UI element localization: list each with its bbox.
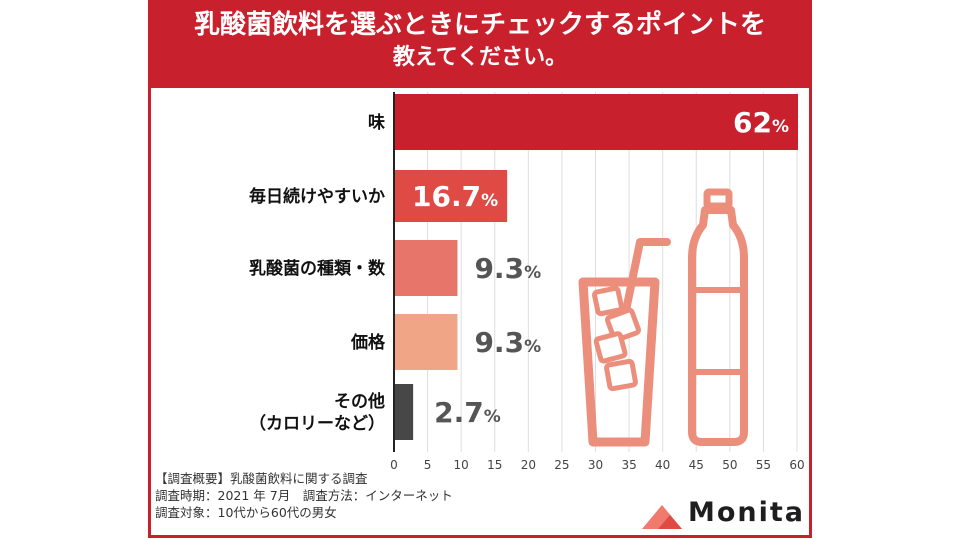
straw-icon	[618, 238, 671, 334]
category-label: 乳酸菌の種類・数	[249, 258, 386, 279]
chart-title-line1: 乳酸菌飲料を選ぶときにチェックするポイントを	[193, 10, 766, 40]
drink-illustration	[578, 188, 748, 447]
survey-summary: 【調査概要】乳酸菌飲料に関する調査 調査時期：2021 年 7月 調査方法：イン…	[155, 470, 453, 521]
x-tick-label: 45	[689, 458, 704, 472]
x-tick-label: 60	[789, 458, 804, 472]
survey-line-2: 調査時期：2021 年 7月 調査方法：インターネット	[155, 488, 453, 503]
x-tick-label: 10	[454, 458, 469, 472]
bottle-cap-icon	[703, 188, 733, 210]
x-tick-label: 0	[390, 458, 398, 472]
x-axis-ticks: 0 5 10 15 20 25 30 35 40 45 50 55 60	[390, 458, 804, 472]
survey-line-3: 調査対象：10代から60代の男女	[155, 505, 337, 520]
value-label: 9.3%	[474, 252, 541, 285]
category-label: （カロリーなど）	[249, 413, 385, 434]
category-label: その他	[334, 391, 385, 412]
chart-title-line2: 教えてください。	[392, 45, 568, 70]
bar	[395, 314, 458, 370]
value-label: 9.3%	[474, 326, 541, 359]
bar	[395, 240, 458, 296]
bar	[395, 94, 798, 150]
category-label: 味	[368, 112, 385, 133]
bar	[395, 170, 508, 222]
x-tick-label: 30	[588, 458, 603, 472]
x-tick-label: 15	[487, 458, 502, 472]
chart-frame	[148, 0, 812, 538]
brand-logo	[642, 505, 682, 529]
grid-lines	[393, 92, 798, 452]
x-tick-label: 5	[424, 458, 432, 472]
bottle-icon	[688, 206, 748, 446]
survey-line-1: 【調査概要】乳酸菌飲料に関する調査	[155, 471, 368, 486]
x-tick-label: 25	[554, 458, 569, 472]
ice-cube-icon	[593, 331, 628, 364]
x-tick-label: 50	[722, 458, 737, 472]
bar	[395, 384, 414, 440]
category-label: 価格	[350, 332, 386, 353]
x-tick-label: 35	[621, 458, 636, 472]
brand-name: Monita	[688, 497, 806, 528]
category-label: 毎日続けやすいか	[249, 186, 385, 207]
logo-mark-icon	[658, 515, 682, 529]
chart-title-banner: 乳酸菌飲料を選ぶときにチェックするポイントを 教えてください。	[148, 0, 812, 88]
ice-cube-icon	[604, 358, 638, 392]
x-tick-label: 20	[521, 458, 536, 472]
ice-cube-icon	[592, 285, 624, 317]
value-label: 2.7%	[434, 396, 501, 429]
bars-layer: 味 62%毎日続けやすいか 16.7%乳酸菌の種類・数 9.3%価格 9.3%その他（カ…	[249, 94, 798, 440]
x-tick-label: 55	[756, 458, 771, 472]
x-tick-label: 40	[655, 458, 670, 472]
